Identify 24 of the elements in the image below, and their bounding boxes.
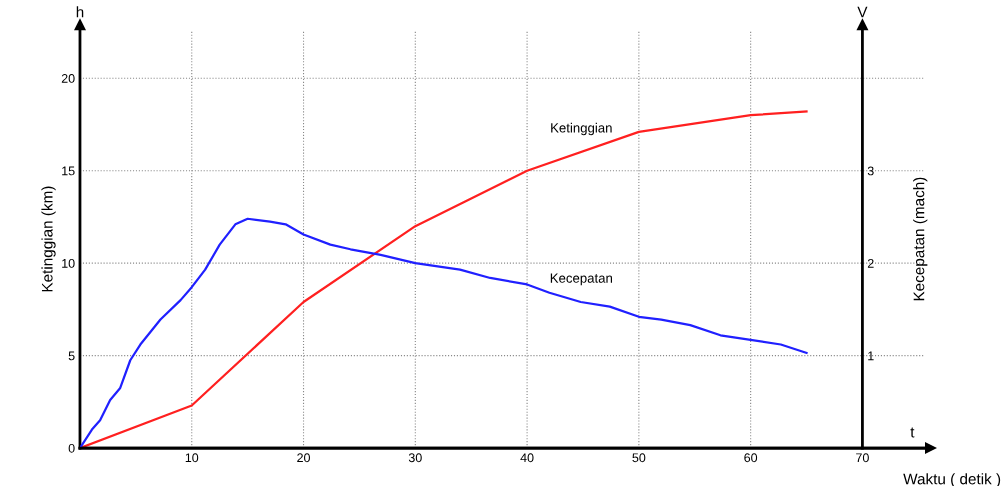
- text: V: [857, 6, 868, 18]
- y2-tick-label: 2: [867, 258, 874, 268]
- annotation: t: [910, 427, 915, 438]
- x-tick-label: 20: [297, 453, 310, 463]
- y-tick-label: 0: [68, 443, 75, 453]
- line-series: [79, 110, 808, 449]
- x-tick-label: 10: [185, 453, 199, 463]
- y-tick-label: 5: [68, 351, 75, 361]
- y-tick-label: 20: [61, 74, 75, 83]
- text: h: [76, 6, 84, 18]
- line-series: [79, 217, 808, 449]
- y2-tick-label: 3: [867, 166, 874, 176]
- x-tick-label: 70: [856, 453, 869, 463]
- x-tick-label: 60: [744, 453, 758, 463]
- x-tick-label: 50: [632, 453, 646, 463]
- series-label: Kecepatan: [550, 273, 612, 286]
- series-label: Ketinggian: [551, 122, 612, 136]
- x-tick-label: 30: [408, 453, 422, 463]
- y2-tick-label: 1: [868, 351, 874, 361]
- y-tick-label: 10: [62, 258, 75, 268]
- y-tick-label: 15: [62, 166, 75, 176]
- x-tick-label: 40: [520, 453, 534, 463]
- y-axis-title: Ketinggian (km): [41, 186, 56, 292]
- y2-axis-title: Kecepatan (mach): [913, 177, 928, 301]
